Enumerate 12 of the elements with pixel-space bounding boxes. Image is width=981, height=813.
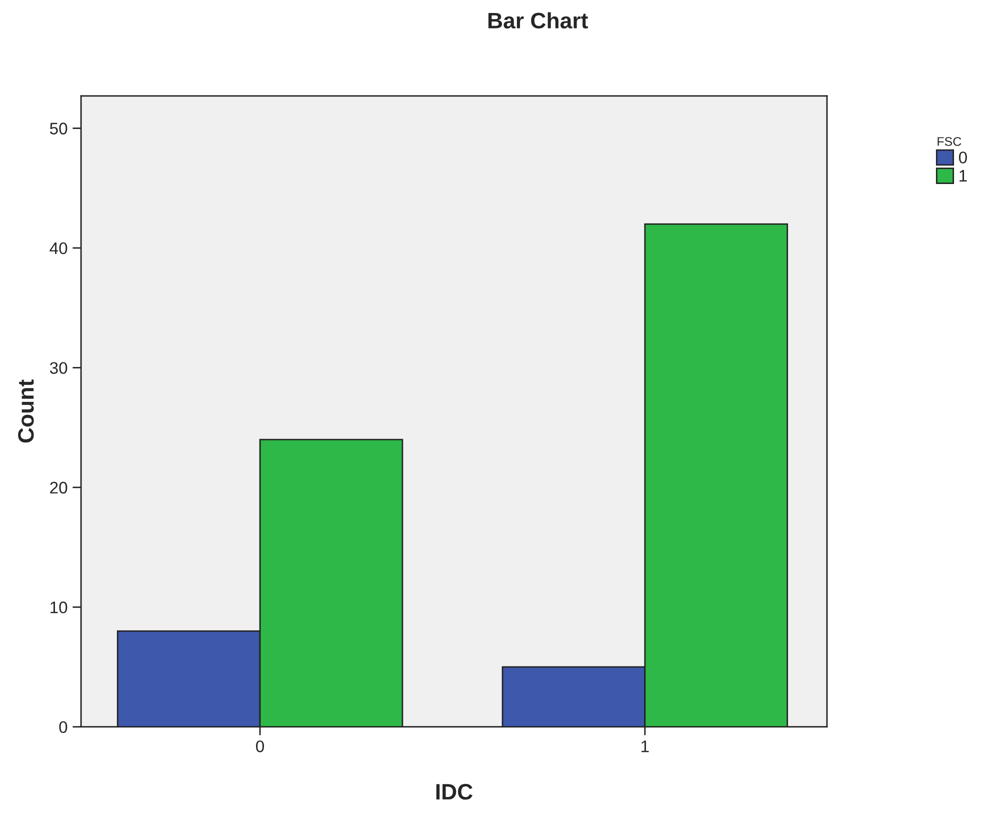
y-tick-label: 30 xyxy=(50,362,68,374)
legend-title: FSC xyxy=(938,137,962,146)
legend-label: 0 xyxy=(958,152,967,164)
y-axis-title: Count xyxy=(18,380,34,443)
legend-label: 1 xyxy=(960,170,967,182)
y-tick-label: 10 xyxy=(50,602,68,614)
y-tick-label: 40 xyxy=(50,242,68,254)
y-tick-label: 20 xyxy=(50,482,68,494)
y-tick-label: 0 xyxy=(59,721,68,734)
x-axis-title: IDC xyxy=(436,784,473,800)
y-tick-label: 50 xyxy=(50,122,68,134)
chart-title: Bar Chart xyxy=(488,12,588,29)
